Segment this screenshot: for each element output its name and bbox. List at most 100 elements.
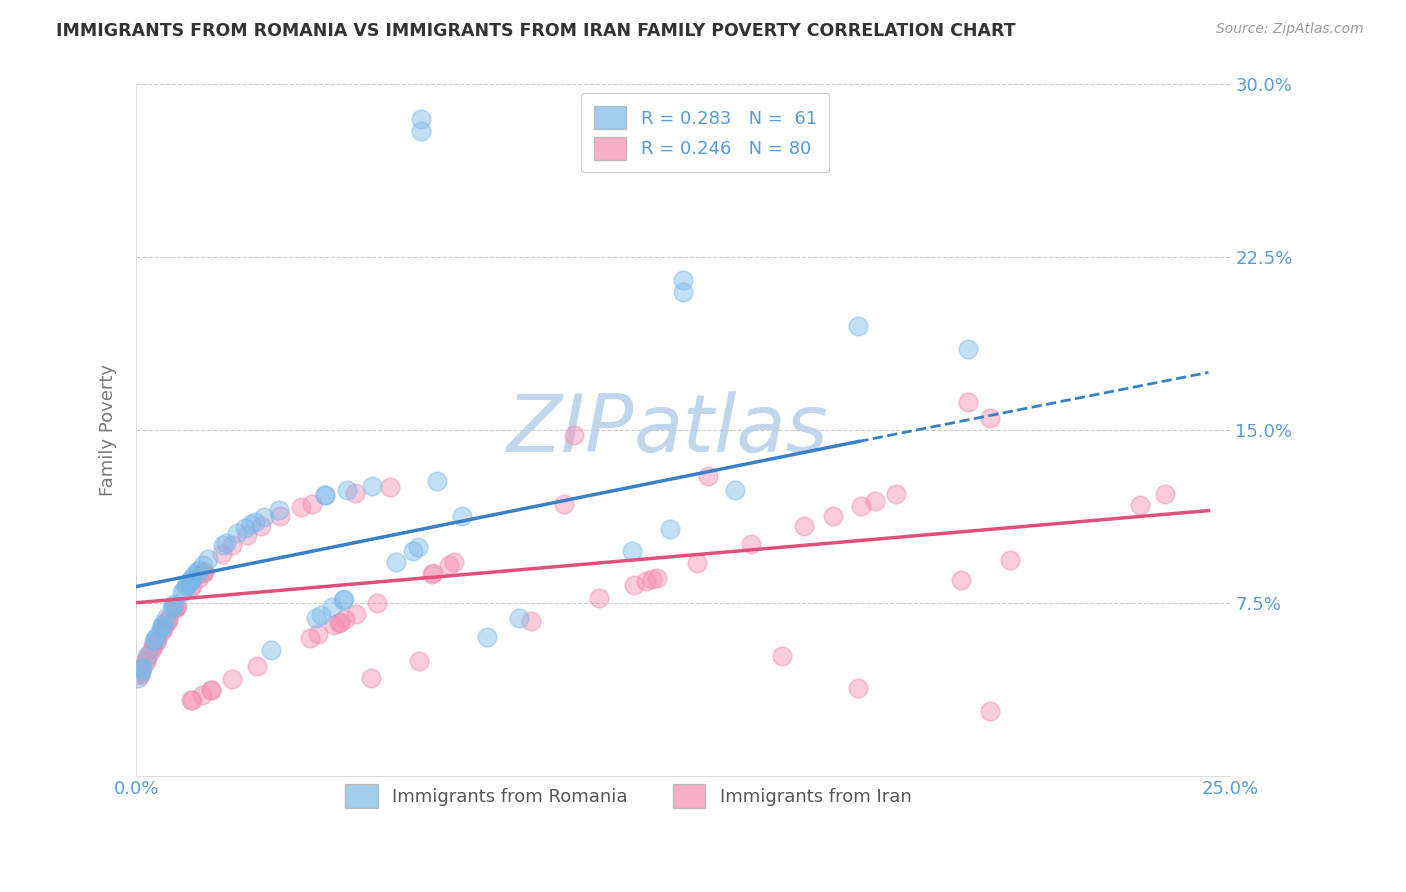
- Point: [307, 626, 329, 640]
- Point: [180, 693, 202, 707]
- Point: [426, 474, 449, 488]
- Point: [409, 123, 432, 137]
- Point: [226, 526, 249, 541]
- Point: [191, 566, 214, 581]
- Point: [136, 648, 159, 663]
- Point: [520, 615, 543, 629]
- Point: [956, 343, 979, 357]
- Point: [186, 565, 208, 579]
- Point: [212, 538, 235, 552]
- Point: [793, 518, 815, 533]
- Point: [301, 497, 323, 511]
- Point: [180, 573, 202, 587]
- Point: [846, 681, 869, 695]
- Point: [211, 547, 233, 561]
- Text: ZIP: ZIP: [506, 391, 634, 469]
- Point: [329, 615, 352, 630]
- Point: [309, 608, 332, 623]
- Point: [200, 683, 222, 698]
- Point: [246, 659, 269, 673]
- Point: [408, 654, 430, 668]
- Point: [191, 688, 214, 702]
- Point: [672, 273, 695, 287]
- Point: [235, 521, 257, 535]
- Point: [956, 395, 979, 409]
- Point: [236, 527, 259, 541]
- Point: [344, 607, 367, 621]
- Point: [336, 483, 359, 498]
- Point: [165, 600, 187, 615]
- Point: [269, 502, 291, 516]
- Point: [127, 671, 149, 685]
- Point: [366, 596, 388, 610]
- Text: atlas: atlas: [634, 391, 828, 469]
- Point: [332, 593, 354, 607]
- Point: [155, 611, 177, 625]
- Point: [385, 555, 408, 569]
- Point: [174, 579, 197, 593]
- Point: [131, 663, 153, 677]
- Point: [146, 632, 169, 647]
- Point: [562, 427, 585, 442]
- Point: [193, 565, 215, 579]
- Point: [696, 469, 718, 483]
- Point: [846, 319, 869, 334]
- Point: [253, 509, 276, 524]
- Point: [401, 543, 423, 558]
- Point: [145, 635, 167, 649]
- Point: [328, 615, 350, 630]
- Point: [150, 619, 173, 633]
- Point: [162, 599, 184, 614]
- Point: [724, 483, 747, 498]
- Point: [884, 486, 907, 500]
- Point: [193, 565, 215, 579]
- Point: [645, 570, 668, 584]
- Point: [143, 632, 166, 647]
- Point: [191, 558, 214, 572]
- Point: [153, 619, 176, 633]
- Point: [321, 600, 343, 615]
- Point: [686, 557, 709, 571]
- Point: [361, 479, 384, 493]
- Point: [145, 629, 167, 643]
- Point: [269, 509, 291, 524]
- Point: [157, 613, 180, 627]
- Point: [128, 668, 150, 682]
- Point: [409, 112, 432, 126]
- Point: [129, 666, 152, 681]
- Point: [141, 641, 163, 656]
- Point: [770, 648, 793, 663]
- Point: [187, 571, 209, 585]
- Point: [322, 618, 344, 632]
- Point: [623, 578, 645, 592]
- Point: [166, 599, 188, 613]
- Point: [475, 630, 498, 644]
- Point: [979, 704, 1001, 718]
- Point: [378, 480, 401, 494]
- Point: [450, 509, 472, 524]
- Point: [221, 538, 243, 552]
- Point: [170, 585, 193, 599]
- Point: [849, 499, 872, 513]
- Point: [314, 488, 336, 502]
- Point: [640, 572, 662, 586]
- Point: [508, 611, 530, 625]
- Point: [863, 494, 886, 508]
- Point: [143, 633, 166, 648]
- Point: [152, 622, 174, 636]
- Point: [245, 515, 267, 529]
- Point: [250, 518, 273, 533]
- Point: [439, 558, 461, 572]
- Point: [422, 566, 444, 581]
- Point: [135, 654, 157, 668]
- Point: [406, 540, 429, 554]
- Point: [672, 285, 695, 299]
- Point: [135, 653, 157, 667]
- Point: [181, 578, 204, 592]
- Point: [979, 411, 1001, 425]
- Point: [420, 566, 443, 581]
- Legend: Immigrants from Romania, Immigrants from Iran: Immigrants from Romania, Immigrants from…: [339, 777, 920, 815]
- Point: [305, 611, 328, 625]
- Point: [1154, 487, 1177, 501]
- Point: [360, 671, 382, 685]
